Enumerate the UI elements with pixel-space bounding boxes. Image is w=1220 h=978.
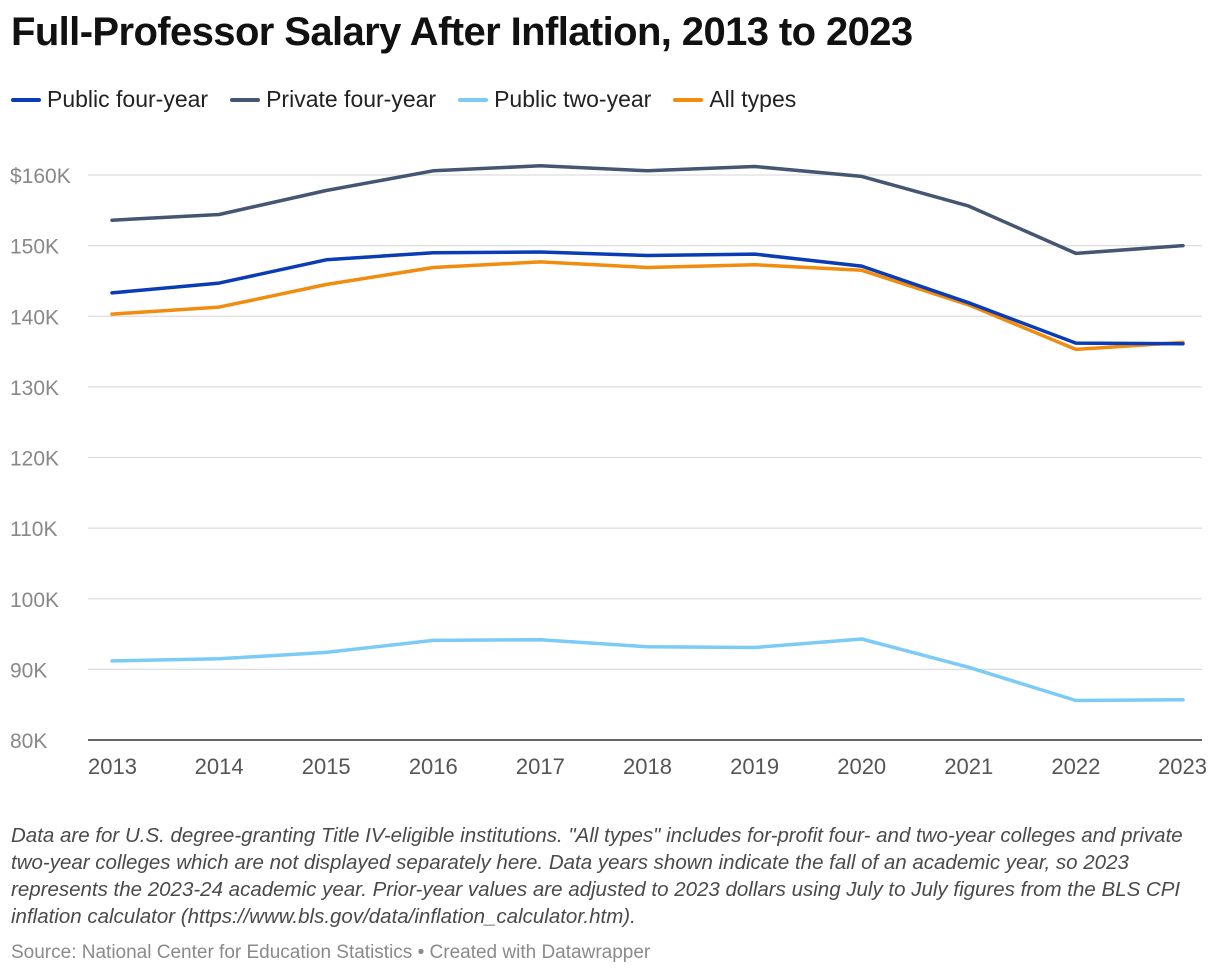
x-tick-label: 2020 bbox=[837, 754, 886, 779]
series-lines bbox=[110, 164, 1185, 703]
grid-lines bbox=[88, 174, 1202, 741]
x-tick-label: 2023 bbox=[1158, 754, 1207, 779]
series-line-public-four-year bbox=[110, 250, 1185, 346]
y-tick-label: 80K bbox=[10, 730, 47, 753]
legend-swatch-public-two-year bbox=[458, 97, 489, 102]
series-line-public-two-year bbox=[110, 637, 1185, 703]
x-tick-label: 2016 bbox=[409, 754, 458, 779]
x-tick-label: 2015 bbox=[302, 754, 351, 779]
y-tick-label: 140K bbox=[10, 306, 59, 329]
x-tick-label: 2022 bbox=[1051, 754, 1100, 779]
legend-swatch-public-four-year bbox=[11, 97, 41, 102]
x-tick-label: 2018 bbox=[623, 754, 672, 779]
legend-label-public-four-year: Public four-year bbox=[47, 86, 209, 112]
x-axis-ticks: 2013 2014 2015 2016 2017 2018 2019 2020 2021 2022… bbox=[88, 754, 1207, 779]
x-tick-label: 2013 bbox=[88, 754, 137, 779]
legend-label-public-two-year: Public two-year bbox=[494, 86, 652, 112]
line-chart: 80K 90K 100K 110K 120K 130K 140K 150K $160K 2013… bbox=[10, 164, 1207, 779]
x-tick-label: 2019 bbox=[730, 754, 779, 779]
series-line-private-four-year bbox=[110, 164, 1185, 256]
legend-item-private-four-year: Private four-year bbox=[230, 86, 436, 113]
y-tick-label: 90K bbox=[10, 659, 47, 682]
y-tick-label: 120K bbox=[10, 448, 59, 471]
y-tick-label: $160K bbox=[10, 165, 71, 188]
x-tick-label: 2017 bbox=[516, 754, 565, 779]
series-line-all-types bbox=[110, 260, 1185, 352]
legend-swatch-private-four-year bbox=[230, 97, 261, 102]
legend-label-private-four-year: Private four-year bbox=[266, 86, 437, 112]
y-tick-label: 110K bbox=[10, 518, 58, 541]
legend-item-all-types: All types bbox=[673, 86, 796, 113]
chart-legend: Public four-year Private four-year Publi… bbox=[11, 86, 796, 113]
chart-title: Full-Professor Salary After Inflation, 2… bbox=[11, 10, 913, 54]
x-tick-label: 2021 bbox=[944, 754, 993, 779]
legend-label-all-types: All types bbox=[709, 86, 797, 112]
x-tick-label: 2014 bbox=[195, 754, 244, 779]
legend-swatch-all-types bbox=[673, 97, 704, 102]
y-tick-label: 150K bbox=[10, 236, 59, 259]
chart-source: Source: National Center for Education St… bbox=[11, 942, 651, 963]
y-tick-label: 100K bbox=[10, 589, 59, 612]
legend-item-public-two-year: Public two-year bbox=[458, 86, 651, 113]
y-axis-ticks: 80K 90K 100K 110K 120K 130K 140K 150K $160K bbox=[10, 165, 71, 753]
y-tick-label: 130K bbox=[10, 377, 59, 400]
legend-item-public-four-year: Public four-year bbox=[11, 86, 208, 113]
chart-notes: Data are for U.S. degree-granting Title … bbox=[11, 824, 1183, 928]
